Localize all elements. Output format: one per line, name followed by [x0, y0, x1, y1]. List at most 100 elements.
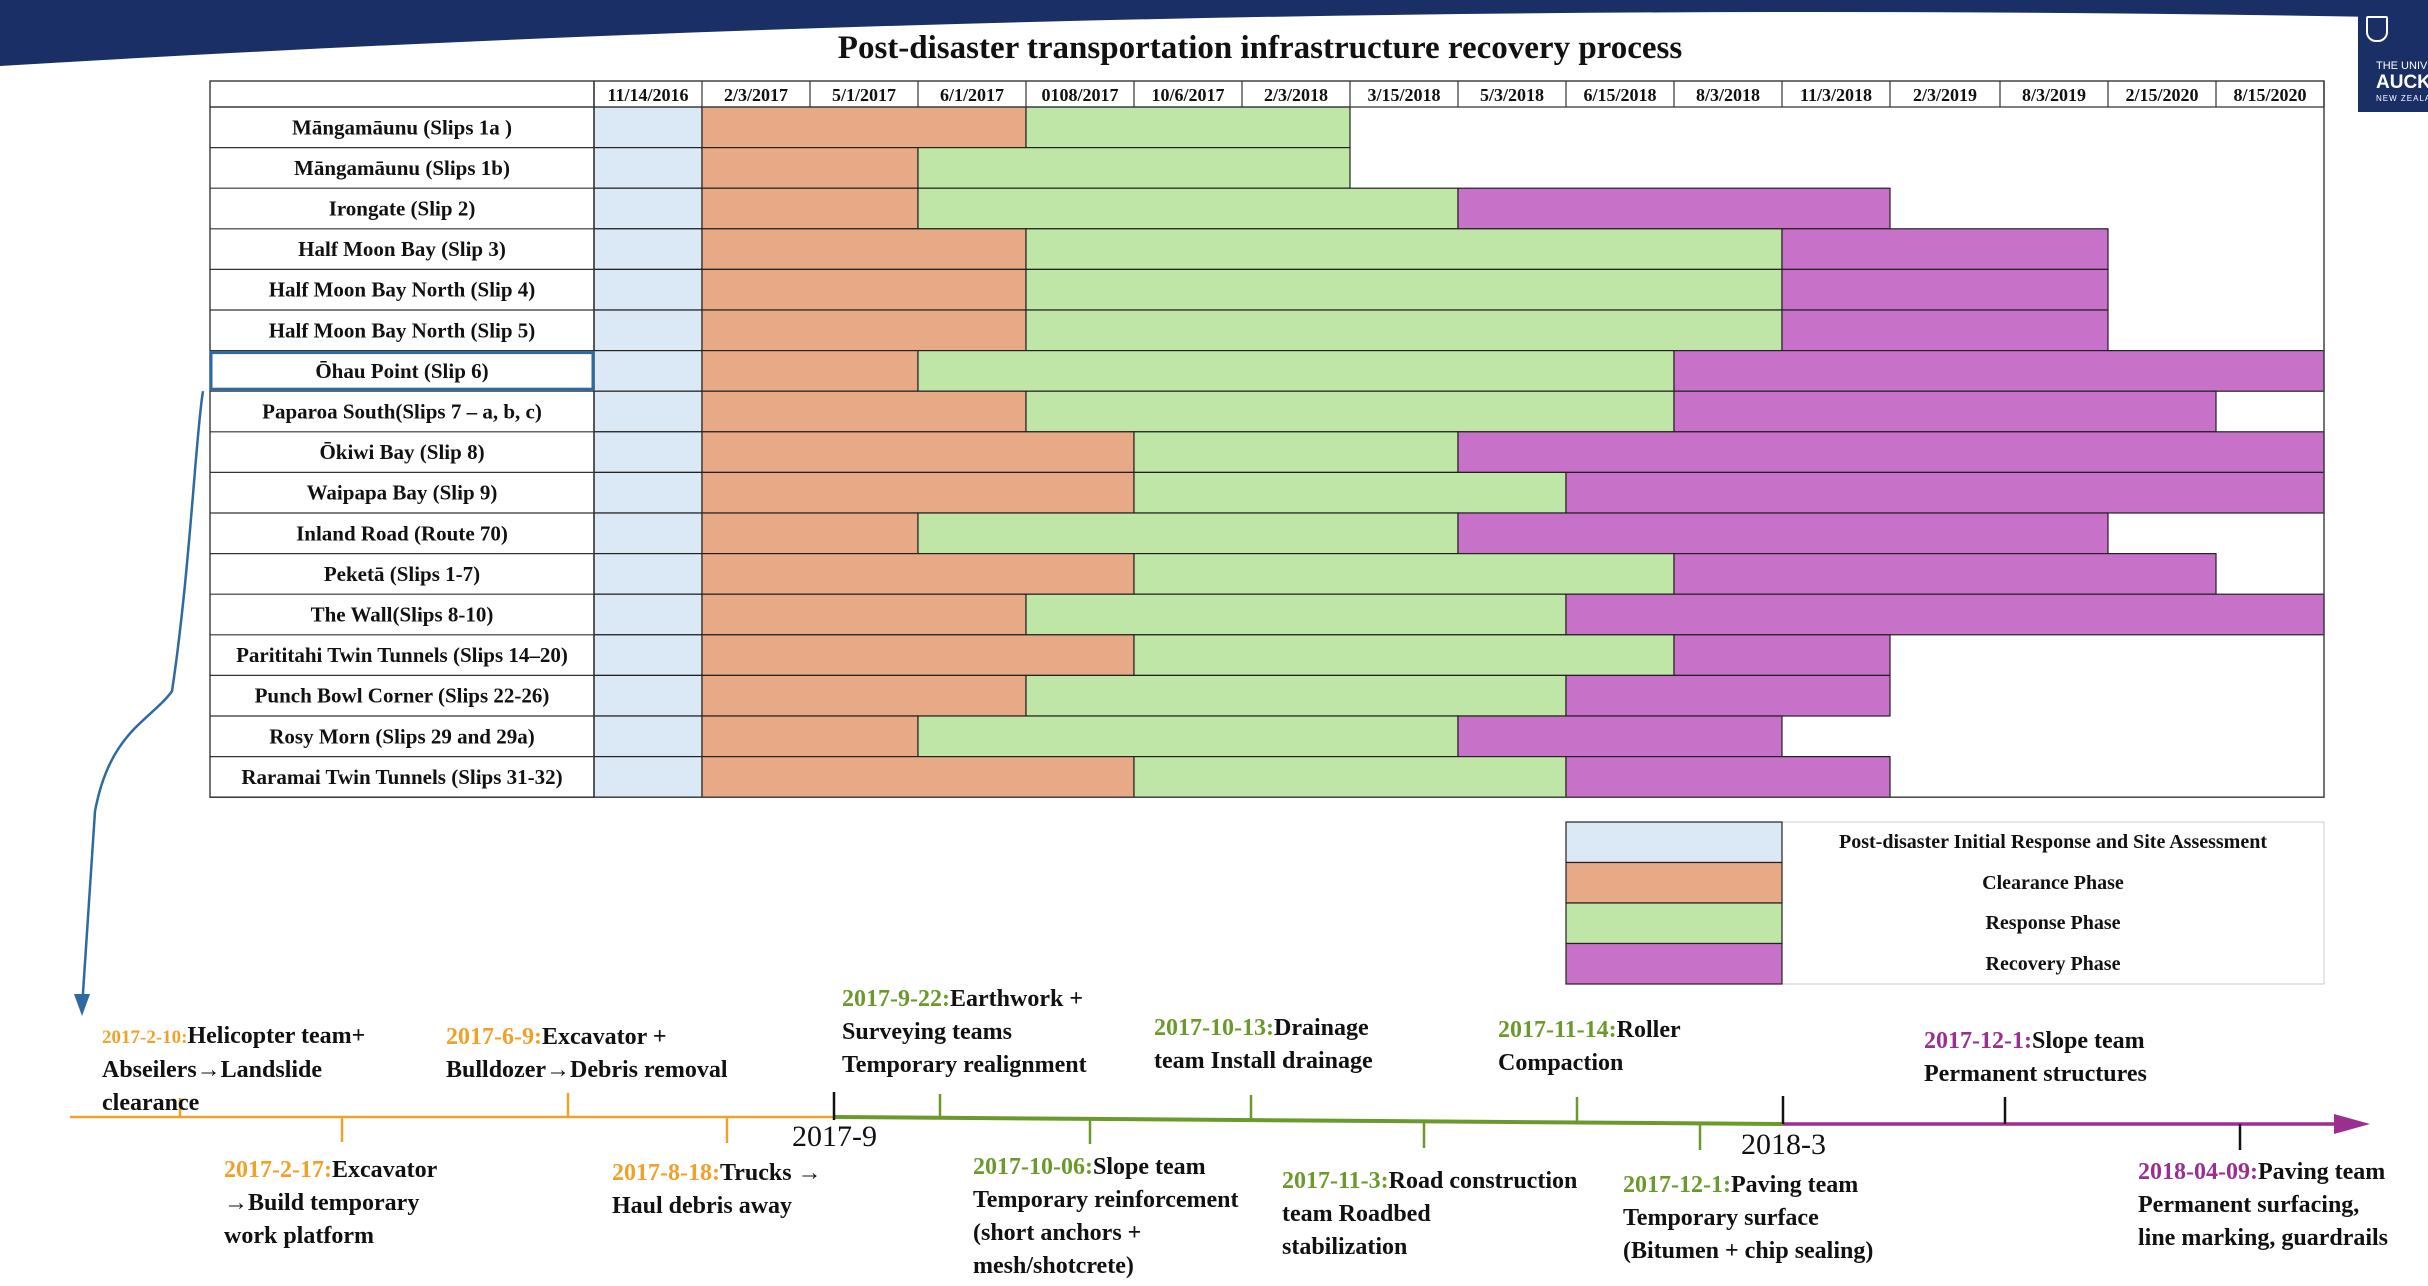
gantt-bar — [1133, 634, 1675, 676]
timeline-event: 2017-2-10:Helicopter team+ Abseilers→Land… — [102, 1020, 365, 1120]
gantt-bar — [593, 471, 703, 514]
event-text: Drainage — [1273, 1015, 1369, 1041]
gantt-bar — [593, 350, 703, 392]
gantt-bar — [1457, 431, 2325, 473]
event-date: 2017-6-9: — [446, 1024, 542, 1050]
event-date: 2017-8-18: — [612, 1160, 720, 1186]
gantt-bar — [593, 390, 703, 433]
date-column-label: 8/3/2018 — [1696, 85, 1760, 105]
gantt-bar — [701, 350, 919, 392]
date-column-label: 6/15/2018 — [1583, 85, 1656, 105]
event-text: (Bitumen + chip sealing) — [1623, 1238, 1874, 1264]
date-column-label: 10/6/2017 — [1151, 85, 1224, 105]
task-name: Half Moon Bay North (Slip 4) — [269, 278, 536, 302]
gantt-bar — [593, 634, 703, 676]
task-name: Waipapa Bay (Slip 9) — [307, 481, 498, 505]
gantt-bar — [917, 512, 1459, 555]
event-text: Compaction — [1498, 1050, 1624, 1076]
timeline-event: 2017-2-17:Excavator →Build temporary work … — [224, 1154, 437, 1253]
gantt-bar — [701, 106, 1027, 149]
legend-swatch — [1565, 902, 1783, 945]
gantt-bar — [593, 593, 703, 636]
date-column-label: 6/1/2017 — [940, 85, 1004, 105]
gantt-bar — [701, 228, 1027, 271]
event-text: Haul debris away — [612, 1193, 793, 1219]
event-text: mesh/shotcrete) — [973, 1253, 1134, 1279]
legend-label: Recovery Phase — [1985, 952, 2121, 975]
event-text: Abseilers→Landslide — [102, 1057, 323, 1083]
timeline-response-segment — [833, 1115, 1784, 1126]
date-column-label: 8/15/2020 — [2233, 85, 2306, 105]
gantt-bar — [1025, 228, 1783, 271]
event-text: (short anchors + — [973, 1220, 1142, 1246]
gantt-bar — [1457, 512, 2109, 555]
gantt-bar — [1133, 471, 1567, 514]
event-text: stabilization — [1282, 1234, 1408, 1260]
gantt-bar — [701, 187, 919, 230]
crest-icon — [2366, 16, 2388, 42]
task-name: Māngamāunu (Slips 1b) — [294, 156, 510, 180]
task-name: Half Moon Bay (Slip 3) — [298, 237, 506, 261]
gantt-bar — [1565, 674, 1891, 717]
date-column-label: 8/3/2019 — [2022, 85, 2086, 105]
gantt-bar — [593, 755, 703, 798]
event-text: Roller — [1616, 1017, 1681, 1043]
event-text: Permanent structures — [1924, 1061, 2147, 1087]
callout-arrow — [80, 390, 205, 1009]
timeline-event: 2017-12-1:Paving team Temporary surface (B… — [1623, 1169, 1873, 1268]
gantt-bar — [1781, 309, 2109, 352]
gantt-bar — [701, 431, 1135, 473]
event-text: Helicopter team+ — [187, 1023, 366, 1049]
task-name: Irongate (Slip 2) — [329, 197, 476, 221]
timeline-arrowhead — [2334, 1114, 2370, 1134]
gantt-bar — [593, 674, 703, 717]
event-date: 2017-11-14: — [1498, 1017, 1617, 1043]
task-name: Raramai Twin Tunnels (Slips 31-32) — [241, 765, 562, 789]
logo-line-3: NEW ZEALAND — [2376, 94, 2428, 103]
logo-line-1: THE UNIVERSITY OF — [2376, 60, 2428, 72]
event-text: Temporary realignment — [842, 1052, 1087, 1078]
legend-label: Post-disaster Initial Response and Site … — [1839, 831, 2267, 853]
gantt-bar — [701, 309, 1027, 352]
date-column-label: 11/14/2016 — [607, 85, 688, 105]
timeline-event: 2017-9-22:Earthwork + Surveying teams Temp… — [842, 983, 1087, 1082]
gantt-bar — [701, 390, 1027, 433]
gantt-bar — [1673, 634, 1891, 676]
event-date: 2017-11-3: — [1282, 1168, 1389, 1194]
date-column-label: 5/1/2017 — [832, 85, 896, 105]
highlighted-task-box — [209, 351, 595, 391]
gantt-bar — [917, 350, 1675, 392]
logo-line-2: AUCKLAND — [2376, 72, 2428, 93]
legend-label: Response Phase — [1985, 912, 2121, 934]
gantt-bar — [1025, 674, 1567, 717]
date-column-label: 5/3/2018 — [1480, 85, 1544, 105]
event-date: 2017-9-22: — [842, 986, 950, 1012]
event-date: 2017-10-13: — [1154, 1015, 1274, 1041]
gantt-bar — [1025, 309, 1783, 352]
event-text: team Roadbed — [1282, 1201, 1431, 1227]
event-text: Temporary reinforcement — [973, 1187, 1239, 1213]
gantt-bar — [1673, 390, 2217, 433]
gantt-bar — [917, 187, 1459, 230]
event-date: 2017-12-1: — [1924, 1028, 2032, 1054]
task-name: Parititahi Twin Tunnels (Slips 14–20) — [236, 643, 568, 667]
date-column-label: 0108/2017 — [1041, 85, 1118, 105]
university-logo: THE UNIVERSITY OF AUCKLAND NEW ZEALAND — [2358, 0, 2428, 112]
event-text: Temporary surface — [1623, 1205, 1819, 1231]
callout-arrowhead — [74, 994, 90, 1016]
gantt-bar — [1457, 715, 1783, 758]
event-text: Permanent surfacing, — [2138, 1192, 2360, 1218]
task-name: Māngamāunu (Slips 1a ) — [292, 115, 512, 139]
legend-swatch — [1565, 942, 1783, 985]
gantt-bar — [1025, 106, 1351, 149]
gantt-bar — [1025, 593, 1567, 636]
task-name: Ōhau Point (Slip 6) — [315, 359, 488, 383]
gantt-bar — [1673, 552, 2217, 595]
gantt-bar — [701, 552, 1135, 595]
gantt-bar — [593, 147, 703, 189]
table-border — [209, 80, 2325, 798]
event-text: Excavator — [331, 1157, 438, 1183]
date-column-label: 2/3/2019 — [1913, 85, 1977, 105]
task-name: Half Moon Bay North (Slip 5) — [269, 318, 536, 342]
